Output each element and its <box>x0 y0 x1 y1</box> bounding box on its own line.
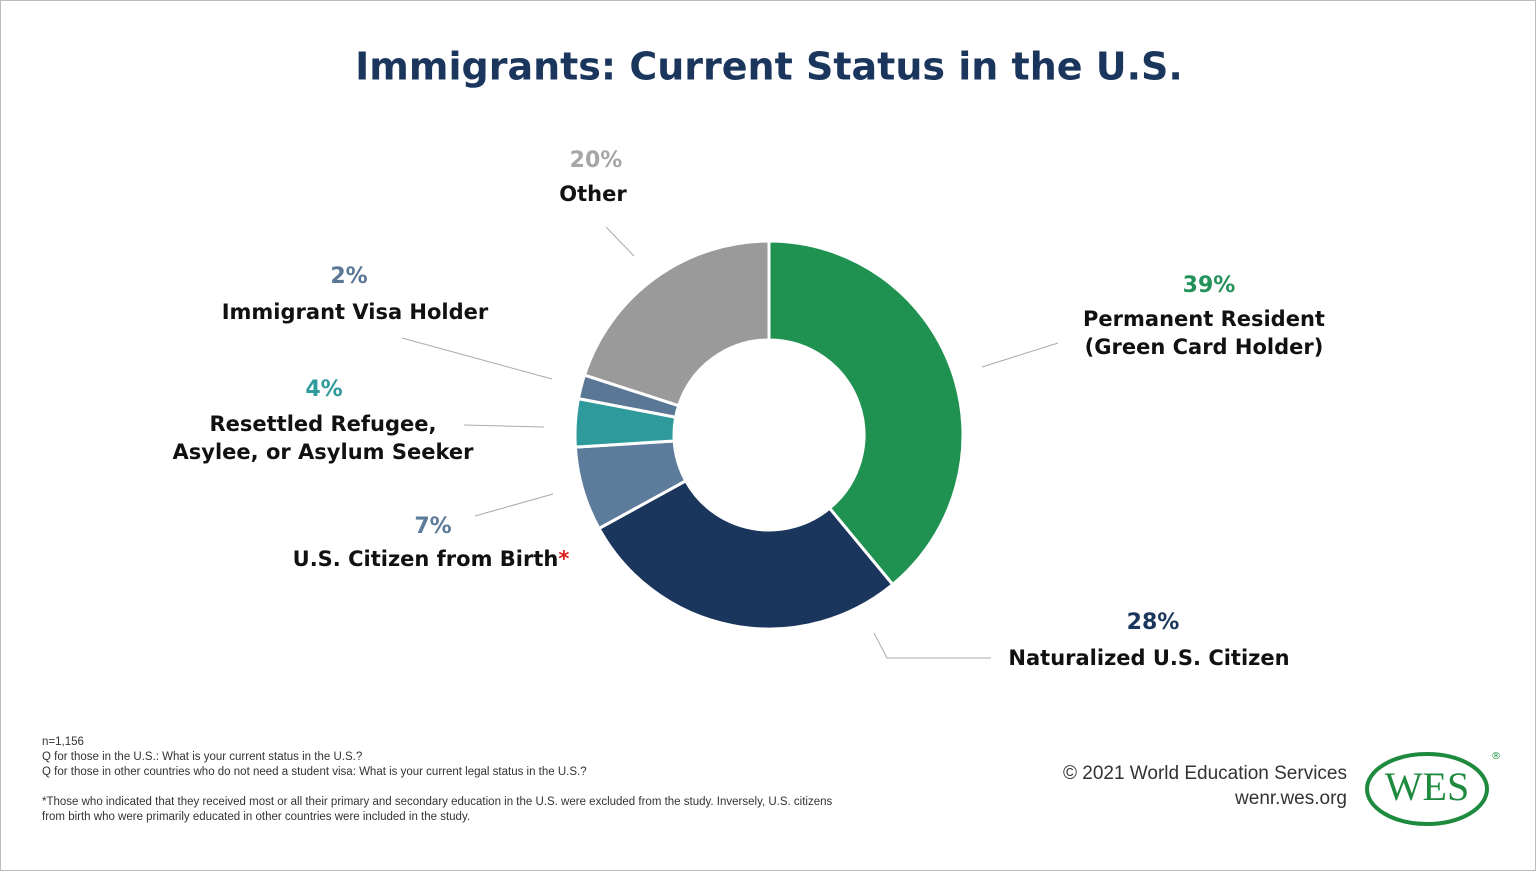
category-label-box: Permanent Resident (Green Card Holder) <box>1064 305 1344 361</box>
note: *Those who indicated that they received … <box>42 796 833 823</box>
category-label-box: Immigrant Visa Holder <box>195 298 515 326</box>
category-label-box: Resettled Refugee, Asylee, or Asylum See… <box>168 410 478 466</box>
note: Q for those in the U.S.: What is your cu… <box>42 751 363 763</box>
donut-slice <box>596 478 895 631</box>
category-label-box: U.S. Citizen from Birth* <box>261 545 601 573</box>
leader-line <box>463 424 545 428</box>
logo: WES <box>1385 764 1469 809</box>
logo-ring <box>1365 752 1489 826</box>
leader-line <box>605 226 635 257</box>
category-label-box: Naturalized U.S. Citizen <box>989 644 1309 672</box>
logo-mark: ® <box>1491 751 1501 762</box>
value-label: 2% <box>330 264 368 289</box>
value-label: 4% <box>305 377 343 402</box>
category-label: Immigrant Visa Holder <box>221 300 489 324</box>
leader-line <box>873 632 991 659</box>
copyright: © 2021 World Education Services <box>1062 763 1347 784</box>
value-label: 20% <box>569 148 623 173</box>
note: Q for those in other countries who do no… <box>42 766 587 778</box>
value-label: 28% <box>1126 610 1180 635</box>
leader-line <box>401 337 553 380</box>
category-label: Permanent Resident (Green Card Holder) <box>1083 307 1325 359</box>
leader-line <box>981 342 1059 368</box>
value-label: 7% <box>414 514 452 539</box>
category-label: Resettled Refugee, Asylee, or Asylum See… <box>172 412 474 464</box>
chart-title: Immigrants: Current Status in the U.S. <box>355 45 1183 89</box>
category-label: Other <box>559 182 627 206</box>
category-label: Naturalized U.S. Citizen <box>1008 646 1290 670</box>
category-label: U.S. Citizen from Birth <box>292 547 559 571</box>
url: wenr.wes.org <box>1235 788 1347 809</box>
value-label: 39% <box>1182 273 1236 298</box>
note: n=1,156 <box>42 736 84 748</box>
footnote-mark: * <box>558 547 570 571</box>
category-label-box: Other <box>493 180 693 208</box>
donut-slice <box>582 239 771 408</box>
leader-line <box>474 493 554 517</box>
donut-slice <box>767 239 965 587</box>
